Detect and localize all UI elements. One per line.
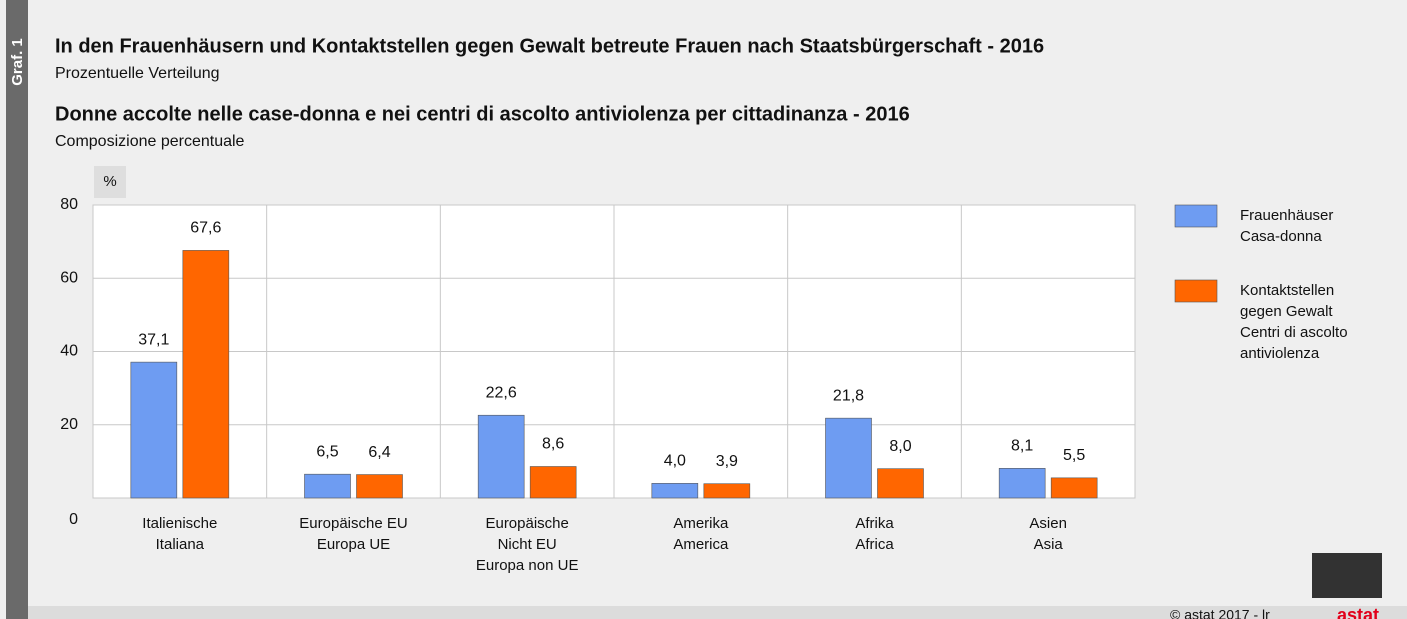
footer-strip (28, 606, 1407, 619)
x-tick-label: Italiana (156, 536, 205, 553)
y-tick-label: 40 (60, 343, 78, 360)
side-label: Graf. 1 (9, 38, 26, 86)
bar (825, 417, 872, 499)
bar (998, 468, 1046, 499)
bar (651, 483, 699, 499)
bar (182, 250, 230, 499)
legend-label: Centri di ascolto (1240, 324, 1348, 341)
data-label: 8,1 (1011, 438, 1033, 455)
subtitle: Composizione percentuale (55, 133, 245, 150)
x-tick-label: Asia (1034, 536, 1064, 553)
data-label: 8,6 (542, 436, 564, 453)
bar (877, 468, 924, 499)
bar (304, 473, 351, 499)
legend-swatch (1174, 279, 1218, 303)
unit-box (94, 166, 126, 198)
x-tick-label: Asien (1029, 515, 1067, 532)
data-label: 8,0 (889, 438, 911, 455)
x-tick-label: Amerika (673, 515, 729, 532)
y-unit: % (103, 173, 116, 190)
bar (356, 474, 403, 499)
data-label: 6,4 (368, 444, 390, 461)
x-tick-label: Afrika (855, 515, 894, 532)
title: Donne accolte nelle case-donna e nei cen… (55, 103, 910, 125)
x-tick-label: Europa non UE (476, 557, 579, 574)
x-tick-label: Europa UE (317, 536, 390, 553)
data-label: 6,5 (316, 443, 338, 460)
logo: astat (1337, 605, 1379, 619)
data-label: 22,6 (486, 384, 517, 401)
footer: © astat 2017 - lr (1170, 607, 1270, 619)
legend-label: Frauenhäuser (1240, 207, 1333, 224)
data-label: 37,1 (138, 331, 169, 348)
data-label: 3,9 (716, 453, 738, 470)
bar (130, 361, 178, 499)
y-tick-label: 20 (60, 416, 78, 433)
x-tick-label: Europäische EU (299, 515, 407, 532)
data-label: 67,6 (190, 220, 221, 237)
x-tick-label: Italienische (142, 515, 217, 532)
side-bar (6, 0, 28, 619)
y-tick-label: 60 (60, 269, 78, 286)
bar (1050, 477, 1098, 499)
logo-map (1312, 553, 1382, 598)
title: In den Frauenhäusern und Kontaktstellen … (55, 35, 1044, 57)
bar (477, 414, 525, 499)
bar (703, 483, 751, 499)
y-tick-label: 0 (69, 511, 78, 528)
x-tick-label: Europäische (485, 515, 568, 532)
data-label: 21,8 (833, 387, 864, 404)
legend-label: Kontaktstellen (1240, 282, 1334, 299)
data-label: 4,0 (664, 453, 686, 470)
data-label: 5,5 (1063, 447, 1085, 464)
subtitle: Prozentuelle Verteilung (55, 65, 220, 82)
x-tick-label: Africa (855, 536, 894, 553)
x-tick-label: Nicht EU (498, 536, 557, 553)
legend-label: antiviolenza (1240, 345, 1320, 362)
y-tick-label: 80 (60, 196, 78, 213)
bar (529, 466, 577, 499)
legend-label: Casa-donna (1240, 228, 1322, 245)
x-tick-label: America (673, 536, 729, 553)
legend-swatch (1174, 204, 1218, 228)
legend-label: gegen Gewalt (1240, 303, 1333, 320)
